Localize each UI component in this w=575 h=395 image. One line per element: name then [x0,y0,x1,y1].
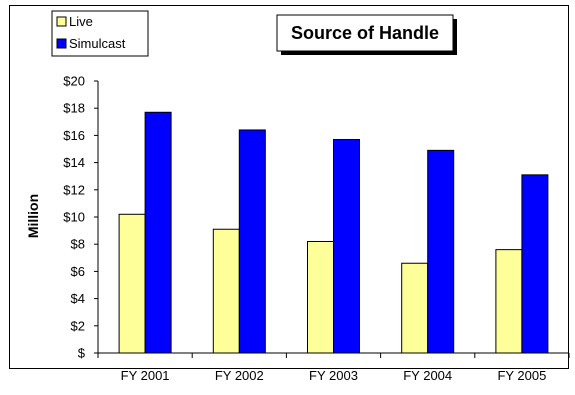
x-tick-label: FY 2004 [403,368,452,383]
chart-frame [9,5,569,369]
chart-title-box: Source of Handle [276,14,457,55]
chart-title-frame [276,14,454,52]
x-tick-label: FY 2003 [309,368,358,383]
legend-label-simulcast: Simulcast [69,36,126,51]
y-tick-label: $10 [63,210,85,225]
y-tick-label: $14 [63,155,85,170]
y-tick-label: $16 [63,128,85,143]
plot-area: $ $2 $4 $6 $8 $10 $12 $14 $16 $18 $20 FY 2001 FY 200… [63,74,570,383]
bar-live-fy-2005 [495,249,523,354]
y-tick-label: $ [78,346,86,361]
bar-simulcast-fy-2001 [144,111,172,354]
bar-simulcast-fy-2005 [521,174,549,354]
y-tick-label: $18 [63,101,85,116]
legend: Live Simulcast [51,10,149,57]
bar-live-fy-2001 [118,213,146,354]
legend-label-live: Live [69,14,93,29]
bar-simulcast-fy-2002 [238,129,266,354]
y-tick-label: $6 [71,264,85,279]
legend-swatch-simulcast [56,38,67,49]
x-tick-label: FY 2005 [497,368,546,383]
x-tick-label: FY 2001 [121,368,170,383]
bar-live-fy-2004 [401,262,429,354]
y-axis-label: Million [25,194,41,238]
y-tick-label: $12 [63,182,85,197]
legend-box [51,10,149,57]
y-tick-label: $20 [63,74,85,89]
y-tick-label: $4 [71,291,85,306]
bar-simulcast-fy-2004 [427,149,455,354]
y-tick-label: $2 [71,318,85,333]
bar-simulcast-fy-2003 [333,138,360,354]
x-tick-label: FY 2002 [215,368,264,383]
bar-live-fy-2002 [212,228,240,354]
legend-swatch-live [56,16,67,27]
chart-title: Source of Handle [291,23,439,43]
y-tick-label: $8 [71,237,85,252]
bar-live-fy-2003 [307,240,334,354]
